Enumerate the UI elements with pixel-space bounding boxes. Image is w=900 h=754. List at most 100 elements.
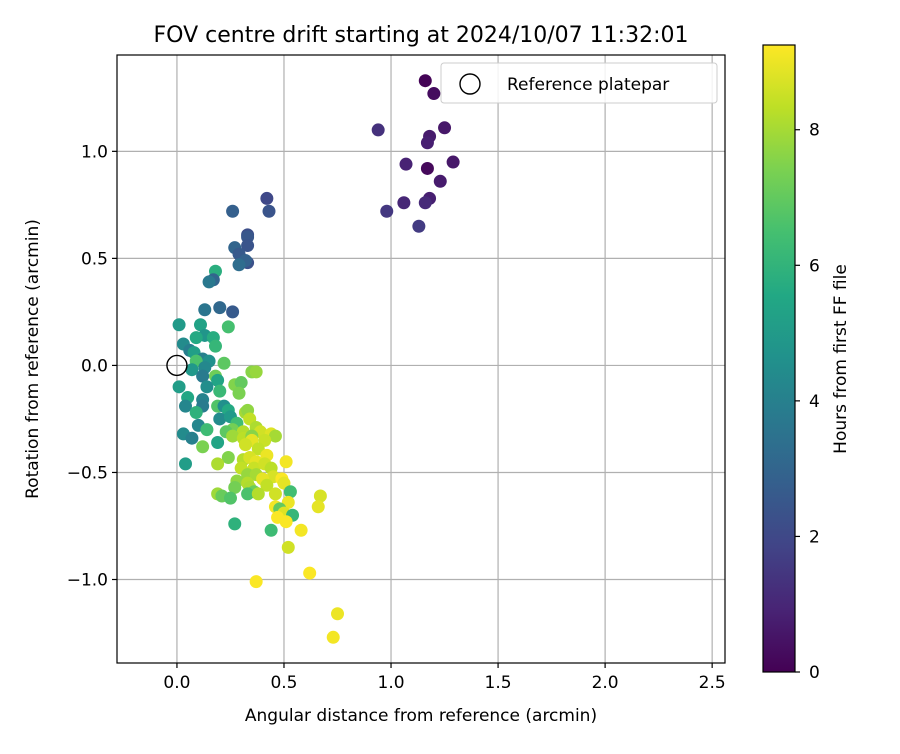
- data-point: [380, 204, 394, 218]
- data-point: [249, 365, 263, 379]
- y-tick-label: −1.0: [67, 571, 108, 591]
- x-tick-label: 2.5: [699, 673, 726, 693]
- data-point: [446, 155, 460, 169]
- data-point: [268, 487, 282, 501]
- data-point: [399, 157, 413, 171]
- reference-marker: [166, 354, 188, 377]
- data-point: [303, 566, 317, 580]
- colorbar-ticks: 0 2 4 6 8: [795, 121, 820, 683]
- data-point: [260, 478, 274, 492]
- data-point: [418, 74, 432, 88]
- data-point: [223, 491, 237, 505]
- legend: Reference platepar: [440, 62, 718, 104]
- colorbar-tick-label: 4: [809, 392, 820, 412]
- data-point: [172, 380, 186, 394]
- legend-marker-icon: [459, 73, 481, 95]
- data-point: [172, 318, 186, 332]
- data-point: [193, 318, 207, 332]
- data-point: [211, 435, 225, 449]
- x-axis-label: Angular distance from reference (arcmin): [245, 706, 597, 726]
- data-point: [433, 174, 447, 188]
- data-point: [196, 440, 210, 454]
- data-point: [232, 258, 246, 272]
- data-point: [228, 517, 242, 531]
- data-point: [249, 575, 263, 589]
- plot-frame: [116, 54, 726, 664]
- colorbar-tick-label: 8: [809, 121, 820, 141]
- data-point: [200, 380, 214, 394]
- data-point: [279, 515, 293, 529]
- reference-platepar-marker: [166, 354, 188, 377]
- data-point: [251, 487, 265, 501]
- data-point: [260, 191, 274, 205]
- chart-title: FOV centre drift starting at 2024/10/07 …: [154, 23, 689, 48]
- colorbar: 0 2 4 6 8 Hours from first FF file: [762, 44, 851, 683]
- data-point: [331, 607, 345, 621]
- data-point: [202, 275, 216, 289]
- data-point: [228, 480, 242, 494]
- data-point: [238, 438, 252, 452]
- data-point: [226, 305, 240, 319]
- data-point: [438, 121, 452, 135]
- data-point: [189, 406, 203, 420]
- data-point: [189, 331, 203, 345]
- data-point: [241, 487, 255, 501]
- data-point: [326, 630, 340, 644]
- data-point: [371, 123, 385, 137]
- data-point: [211, 373, 225, 387]
- colorbar-label: Hours from first FF file: [831, 264, 851, 454]
- x-axis-ticks: 0.0 0.5 1.0 1.5 2.0 2.5: [163, 663, 726, 693]
- colorbar-tick-label: 0: [809, 663, 820, 683]
- y-tick-label: 0.0: [81, 356, 108, 376]
- y-tick-label: 0.5: [81, 249, 108, 269]
- data-point: [281, 540, 295, 554]
- data-point: [313, 489, 327, 503]
- data-point: [226, 429, 240, 443]
- data-point: [264, 523, 278, 537]
- data-point: [226, 204, 240, 218]
- data-point: [198, 303, 212, 317]
- data-point: [283, 485, 297, 499]
- y-tick-label: 1.0: [81, 142, 108, 162]
- grid: [117, 55, 725, 663]
- data-point: [397, 196, 411, 210]
- legend-entry-label: Reference platepar: [507, 75, 669, 95]
- data-point: [196, 369, 210, 383]
- data-point: [234, 376, 248, 390]
- legend-box: [440, 62, 718, 104]
- data-point: [208, 339, 222, 353]
- y-axis-label: Rotation from reference (arcmin): [23, 219, 43, 499]
- data-point: [221, 320, 235, 334]
- x-tick-label: 1.5: [485, 673, 512, 693]
- data-point: [179, 457, 193, 471]
- data-point: [311, 500, 325, 514]
- y-tick-label: −0.5: [67, 463, 108, 483]
- y-axis-ticks: −1.0 −0.5 0.0 0.5 1.0: [67, 142, 117, 591]
- x-tick-label: 2.0: [592, 673, 619, 693]
- data-point: [420, 161, 434, 175]
- data-point: [241, 239, 255, 253]
- data-point: [427, 87, 441, 101]
- colorbar-tick-label: 2: [809, 527, 820, 547]
- data-point: [420, 136, 434, 150]
- data-point: [232, 386, 246, 400]
- colorbar-tick-label: 6: [809, 256, 820, 276]
- data-point: [185, 363, 199, 377]
- data-point: [221, 450, 235, 464]
- scatter-points: [172, 74, 460, 644]
- data-point: [294, 523, 308, 537]
- data-point: [200, 423, 214, 437]
- data-point: [211, 457, 225, 471]
- data-point: [179, 399, 193, 413]
- data-point: [213, 412, 227, 426]
- data-point: [268, 429, 282, 443]
- x-tick-label: 0.0: [163, 673, 190, 693]
- data-point: [185, 431, 199, 445]
- x-tick-label: 0.5: [270, 673, 297, 693]
- data-point: [213, 384, 227, 398]
- data-point: [418, 196, 432, 210]
- data-point: [213, 301, 227, 315]
- data-point: [262, 204, 276, 218]
- data-point: [279, 455, 293, 469]
